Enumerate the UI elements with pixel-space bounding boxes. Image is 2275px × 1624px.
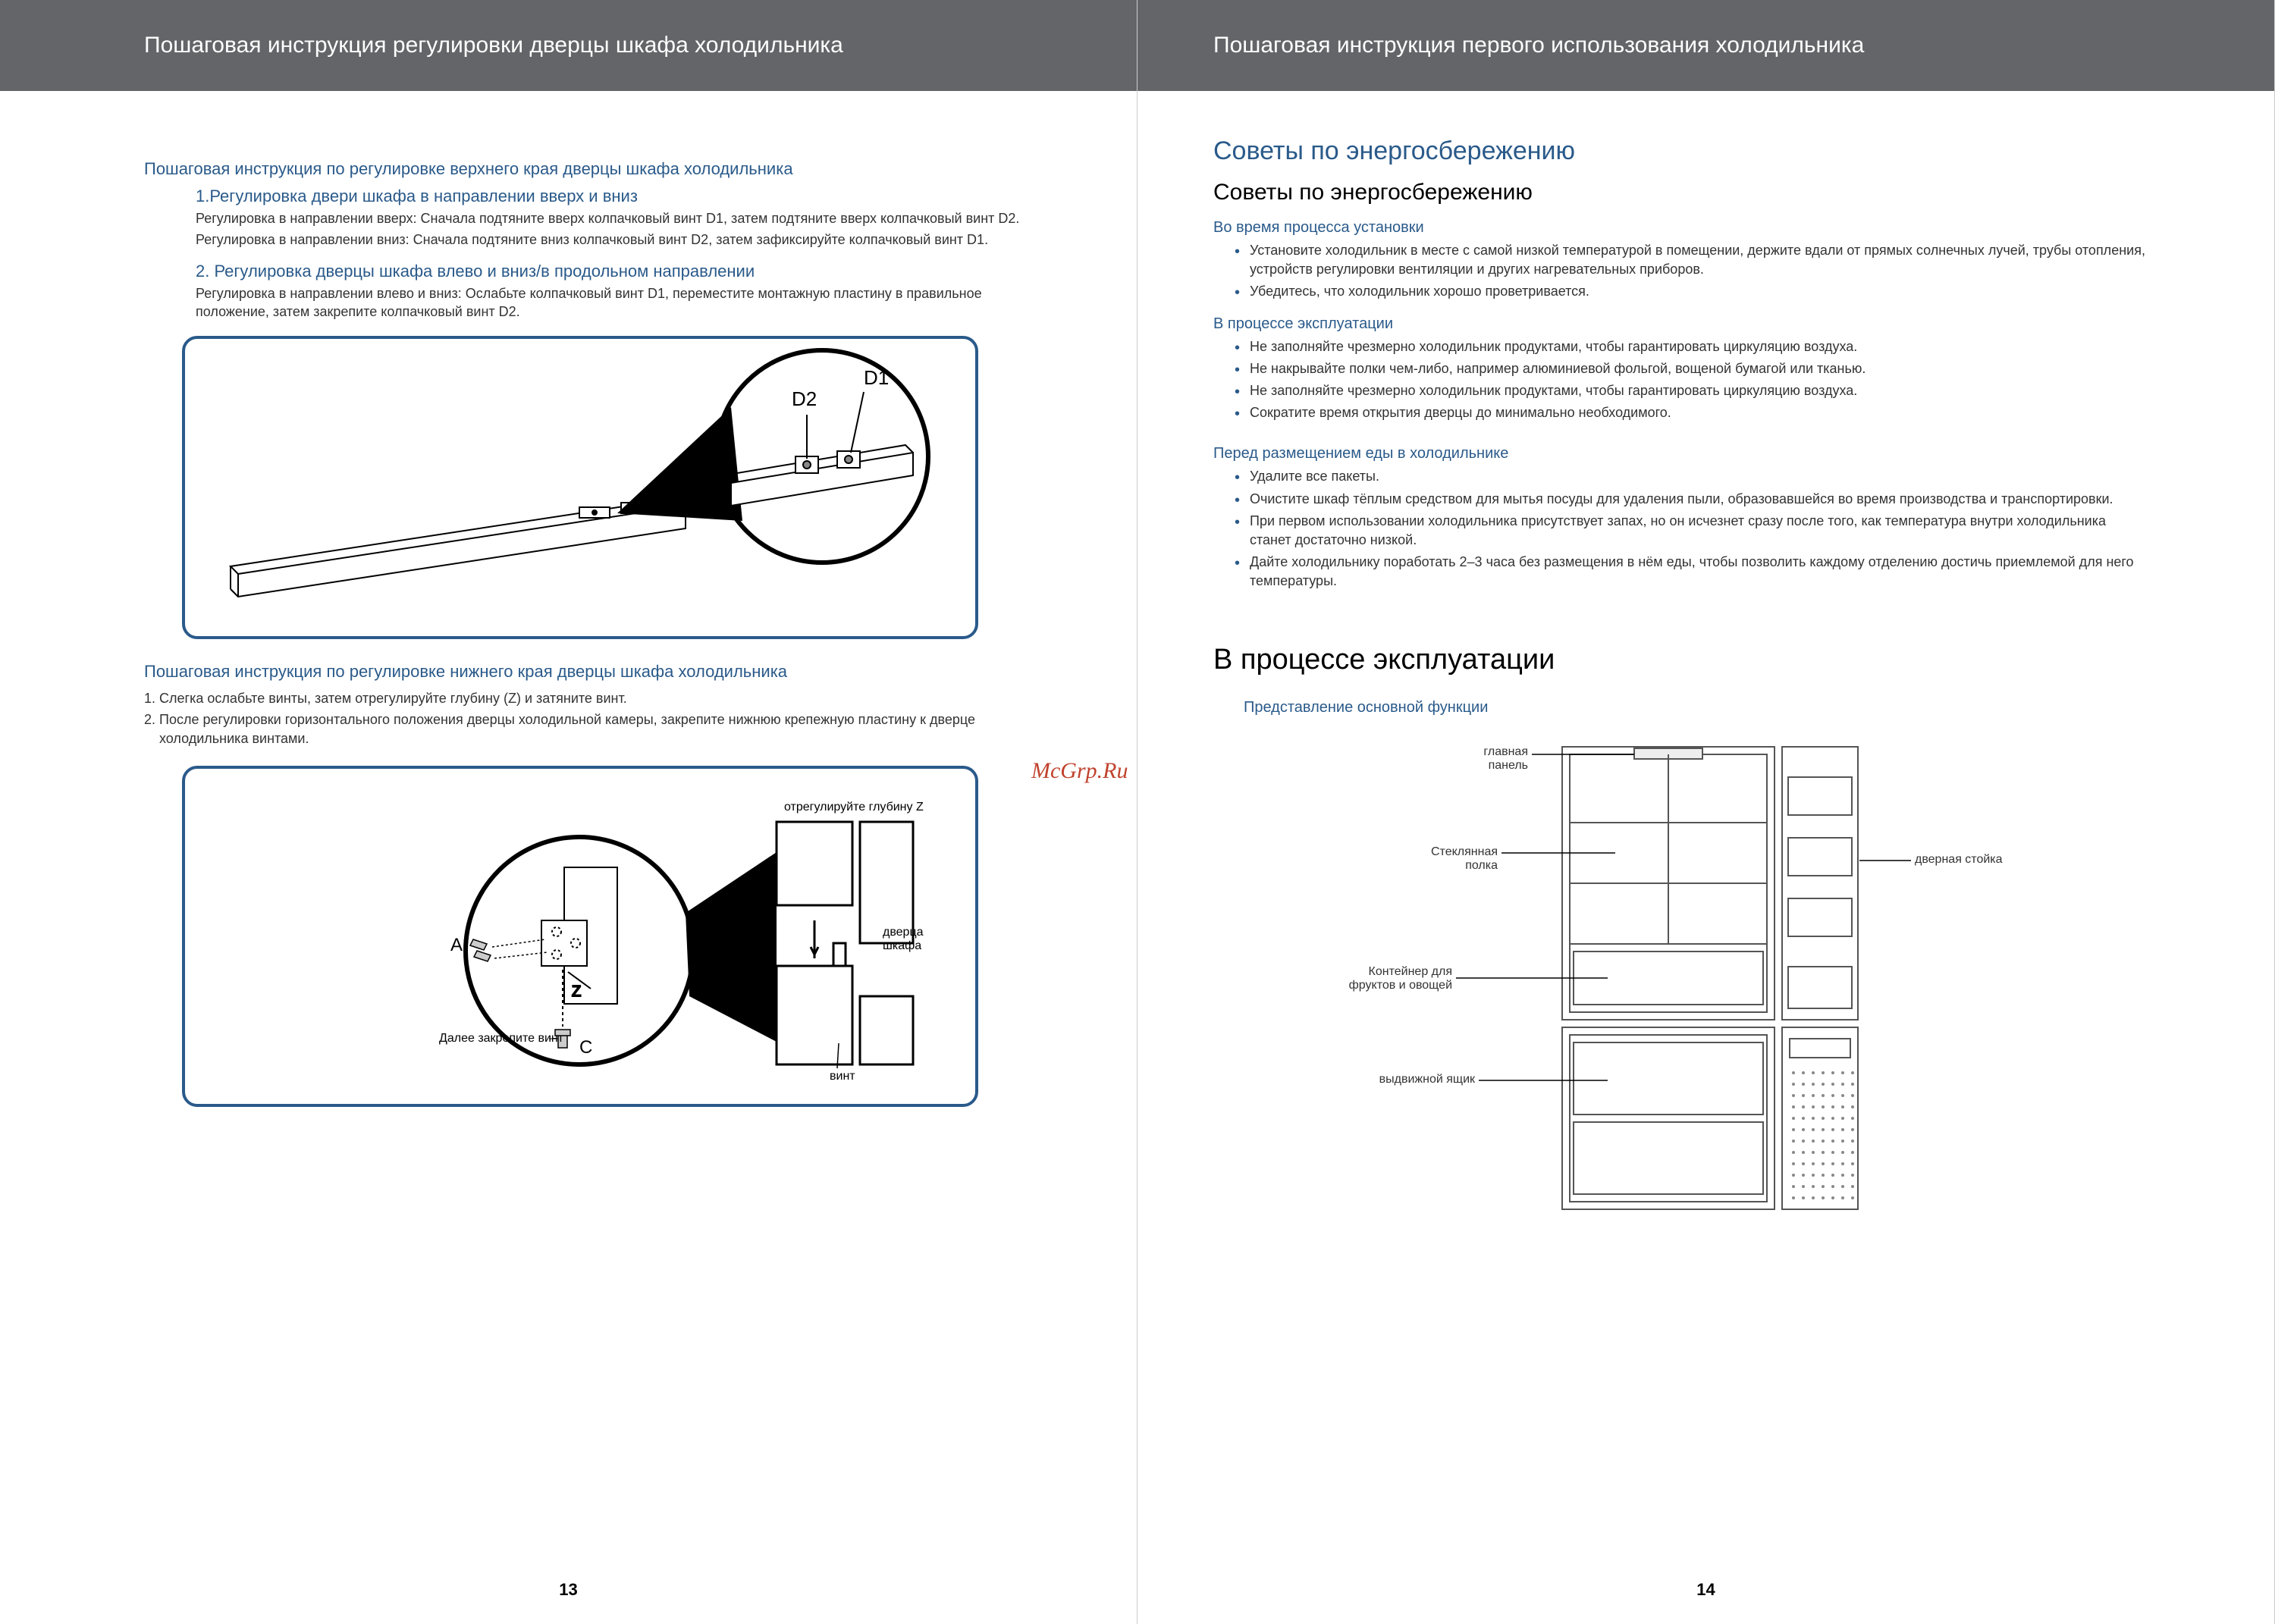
content-right: Советы по энергосбережению Советы по эне…: [1138, 91, 2274, 1224]
h1-energy: Советы по энергосбережению: [1213, 136, 2145, 166]
diagram-top-adjust: D2 D1: [182, 336, 978, 639]
sub3-title: Перед размещением еды в холодильнике: [1213, 445, 2145, 462]
bullet: Убедитесь, что холодильник хорошо провет…: [1235, 282, 2145, 301]
svg-text:A: A: [450, 935, 463, 955]
section2-line2: 2. После регулировки горизонтального пол…: [144, 710, 1046, 748]
bullet: Удалите все пакеты.: [1235, 467, 2145, 486]
svg-text:отрегулируйте глубину Z: отрегулируйте глубину Z: [784, 801, 924, 814]
h2-energy: Советы по энергосбережению: [1213, 180, 2145, 205]
diagram-title: Представление основной функции: [1244, 699, 2145, 716]
step1-line2: Регулировка в направлении вниз: Сначала …: [196, 230, 1046, 249]
label-glass-shelf: Стеклянная полка: [1395, 845, 1498, 873]
header-bar-left: Пошаговая инструкция регулировки дверцы …: [0, 0, 1137, 91]
diagram-bottom-adjust: отрегулируйте глубину Z дверца шкафа вин…: [182, 766, 978, 1107]
label-d2: D2: [792, 387, 817, 410]
sub1-list: Установите холодильник в месте с самой н…: [1213, 241, 2145, 302]
page-number-left: 13: [0, 1580, 1137, 1600]
fridge-diagram: главная панель Стеклянная полка дверная …: [1213, 724, 2048, 1224]
big-heading-operation: В процессе эксплуатации: [1213, 644, 2145, 676]
bullet: Не заполняйте чрезмерно холодильник прод…: [1235, 381, 2145, 400]
step2-title: 2. Регулировка дверцы шкафа влево и вниз…: [196, 262, 1046, 281]
label-main-panel: главная панель: [1441, 745, 1528, 773]
svg-text:шкафа: шкафа: [883, 939, 921, 952]
label-door-rack: дверная стойка: [1915, 853, 2003, 867]
page-left: Пошаговая инструкция регулировки дверцы …: [0, 0, 1138, 1624]
svg-text:дверца: дверца: [883, 926, 924, 939]
diagram1-svg: D2 D1: [185, 339, 981, 642]
page-number-right: 14: [1138, 1580, 2274, 1600]
sub2-title: В процессе эксплуатации: [1213, 315, 2145, 333]
bullet: При первом использовании холодильника пр…: [1235, 512, 2145, 550]
step1-line1: Регулировка в направлении вверх: Сначала…: [196, 209, 1046, 227]
bullet: Дайте холодильнику поработать 2–3 часа б…: [1235, 553, 2145, 591]
bullet: Не заполняйте чрезмерно холодильник прод…: [1235, 337, 2145, 356]
watermark: McGrp.Ru: [1031, 758, 1128, 784]
header-title-right: Пошаговая инструкция первого использован…: [1213, 30, 1864, 61]
bullet: Сократите время открытия дверцы до миним…: [1235, 403, 2145, 422]
svg-text:винт: винт: [830, 1070, 855, 1083]
label-d1: D1: [864, 366, 889, 389]
diagram2-svg: отрегулируйте глубину Z дверца шкафа вин…: [185, 769, 981, 1110]
header-title-left: Пошаговая инструкция регулировки дверцы …: [144, 30, 843, 61]
section2-line1: 1. Слегка ослабьте винты, затем отрегули…: [144, 689, 1046, 707]
header-bar-right: Пошаговая инструкция первого использован…: [1138, 0, 2274, 91]
svg-text:C: C: [579, 1037, 592, 1058]
sub3-list: Удалите все пакеты. Очистите шкаф тёплым…: [1213, 467, 2145, 591]
sub2-list: Не заполняйте чрезмерно холодильник прод…: [1213, 337, 2145, 423]
bullet: Очистите шкаф тёплым средством для мытья…: [1235, 490, 2145, 509]
content-left: Пошаговая инструкция по регулировке верх…: [0, 91, 1137, 1107]
bullet: Установите холодильник в месте с самой н…: [1235, 241, 2145, 279]
sub1-title: Во время процесса установки: [1213, 219, 2145, 237]
label-drawer: выдвижной ящик: [1373, 1073, 1475, 1086]
bullet: Не накрывайте полки чем-либо, например а…: [1235, 359, 2145, 378]
step1-title: 1.Регулировка двери шкафа в направлении …: [196, 187, 1046, 206]
section2-title: Пошаговая инструкция по регулировке нижн…: [144, 662, 1046, 682]
page-right: Пошаговая инструкция первого использован…: [1138, 0, 2275, 1624]
step2-line1: Регулировка в направлении влево и вниз: …: [196, 284, 1046, 321]
section1-title: Пошаговая инструкция по регулировке верх…: [144, 159, 1046, 179]
label-crisper: Контейнер для фруктов и овощей: [1320, 965, 1452, 992]
svg-text:Z: Z: [572, 983, 581, 1000]
svg-text:Далее закрепите винт: Далее закрепите винт: [439, 1032, 564, 1045]
